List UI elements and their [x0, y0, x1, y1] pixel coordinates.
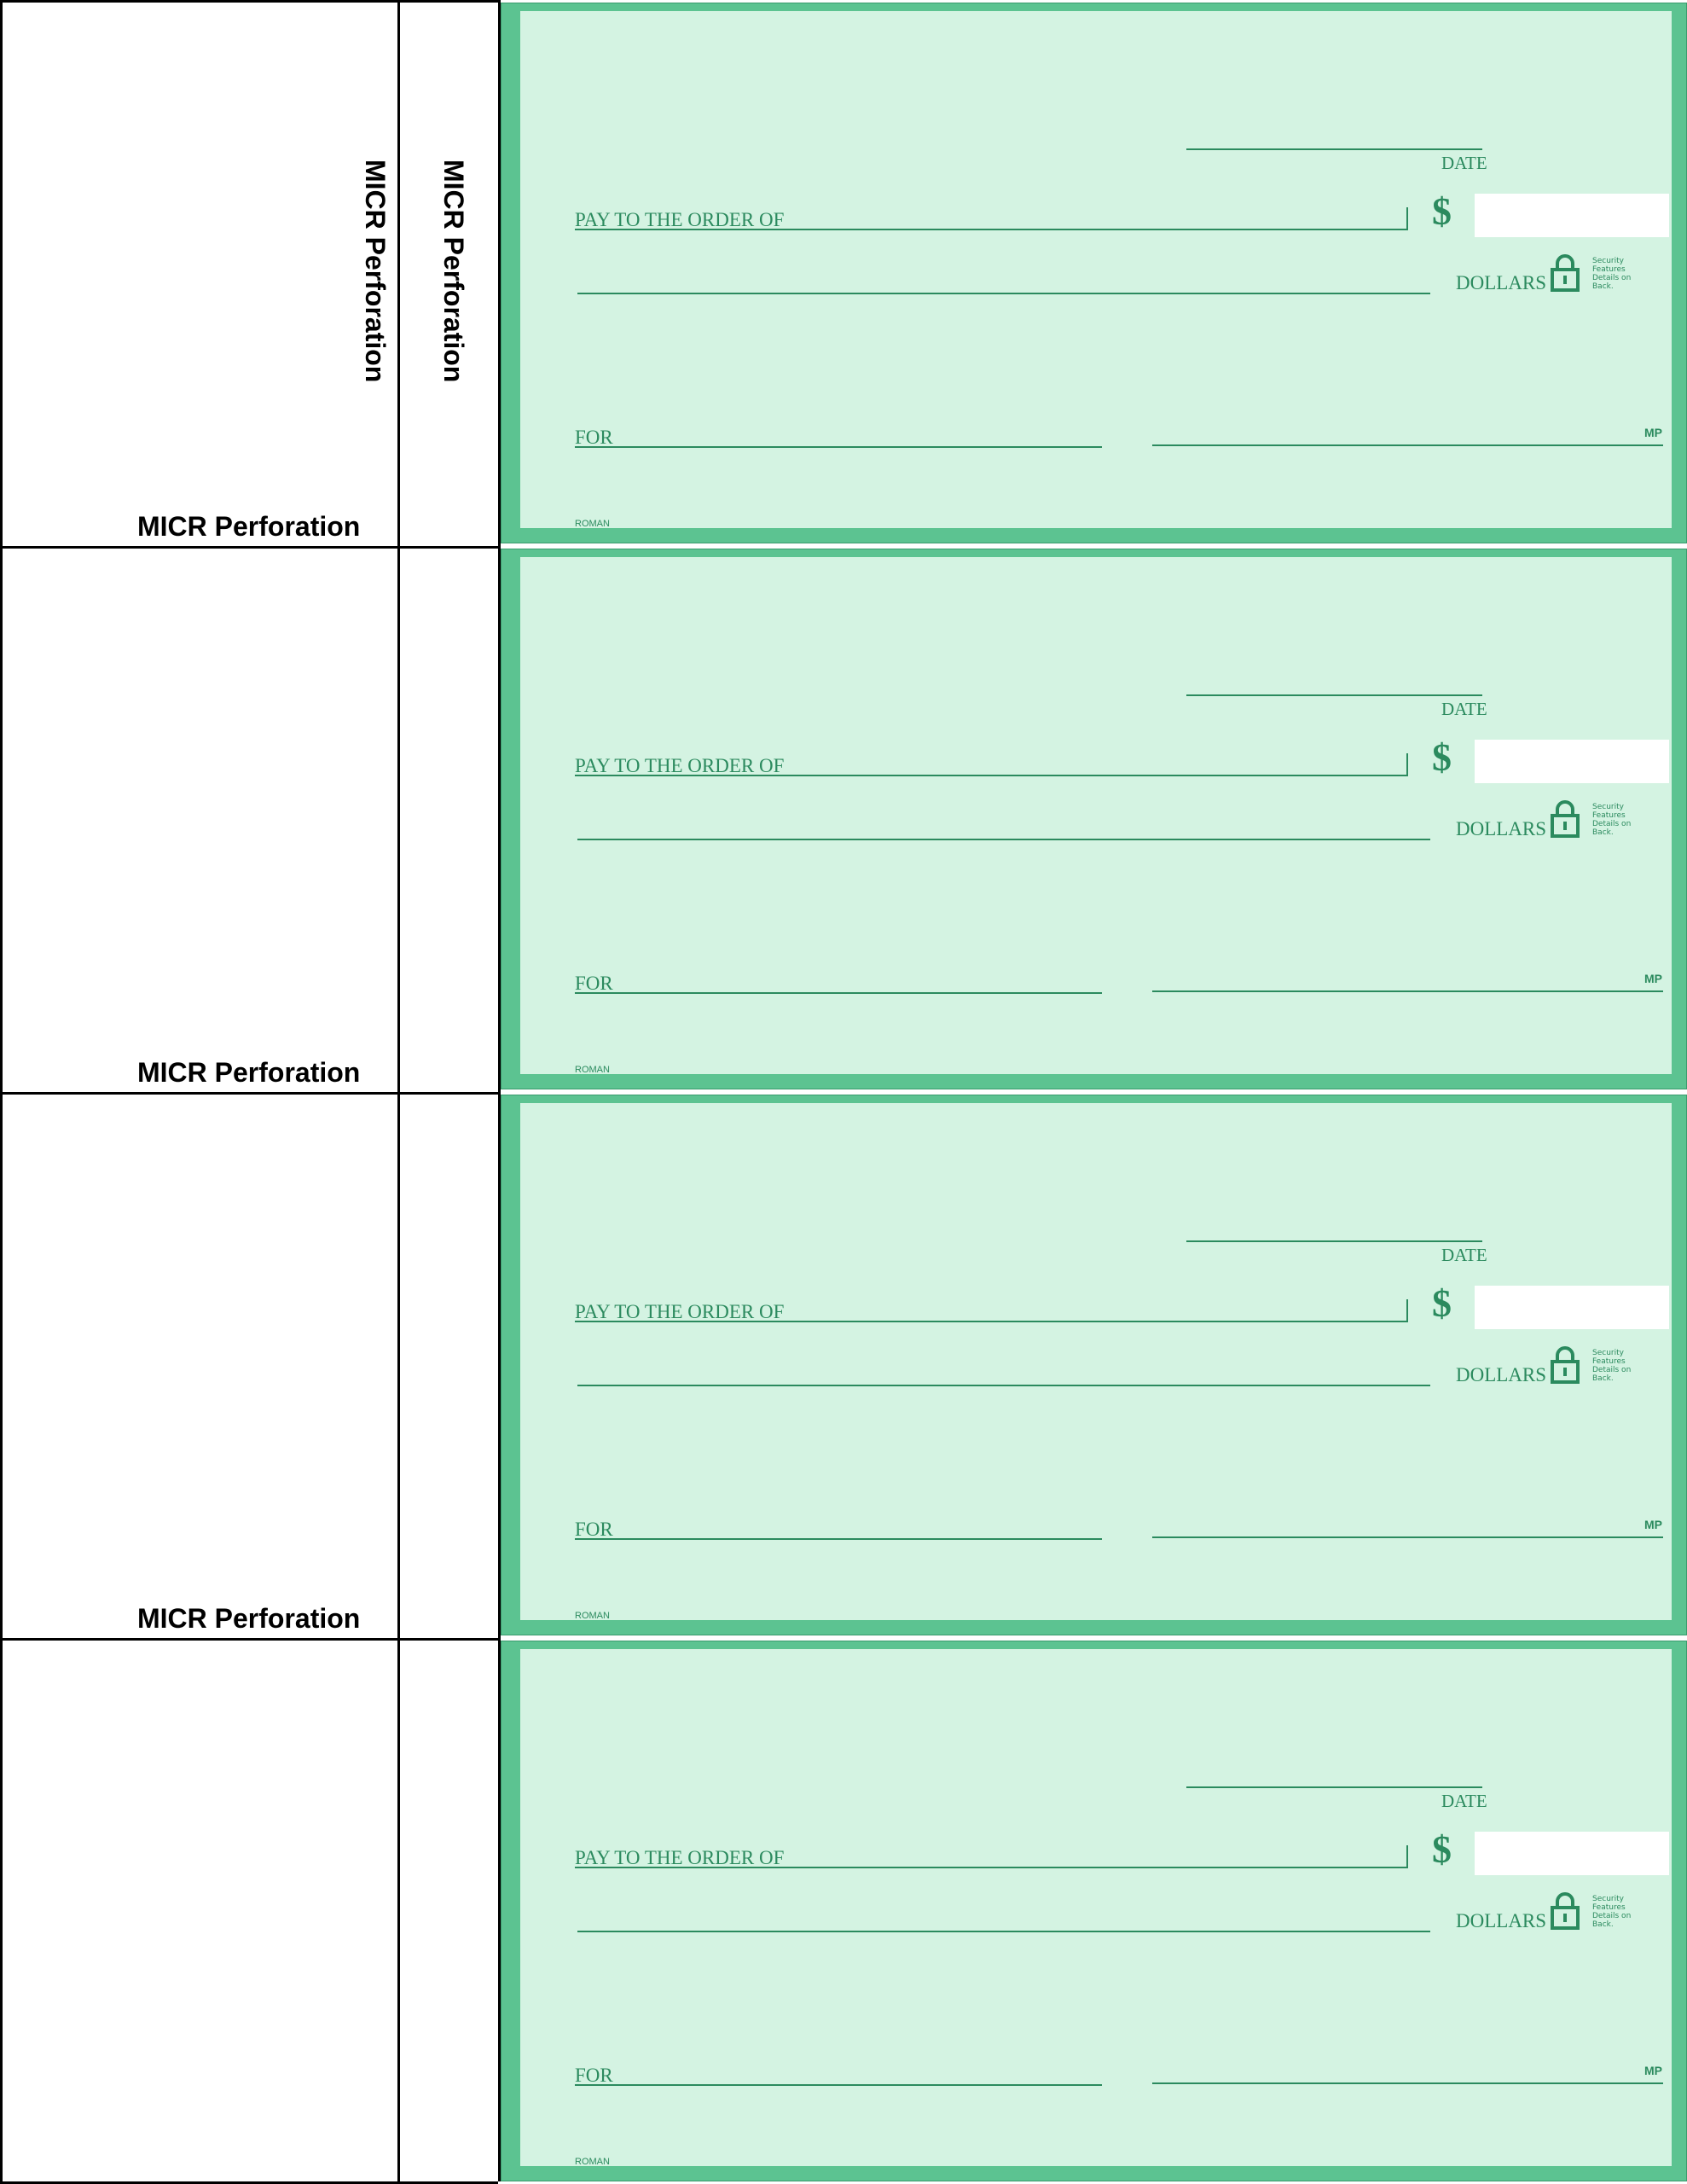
memo-line: [575, 992, 1102, 994]
amount-box: [1475, 1286, 1669, 1329]
memo-line: [575, 446, 1102, 448]
stub-middle: [397, 1092, 501, 1638]
stub-middle: [397, 1638, 501, 2184]
dollar-sign-icon: $: [1432, 1827, 1452, 1871]
dollars-label: DOLLARS: [1456, 1910, 1547, 1931]
dollar-sign-icon: $: [1432, 735, 1452, 779]
memo-line: [575, 1538, 1102, 1540]
lock-icon: [1551, 254, 1580, 292]
amount-box: [1475, 194, 1669, 237]
mp-mark: MP: [1644, 1518, 1662, 1531]
payee-line: [575, 1321, 1408, 1322]
stub-left: MICR Perforation MICR Perforation: [0, 0, 400, 546]
lock-icon: [1551, 800, 1580, 838]
payee-line: [575, 775, 1408, 776]
date-line: [1186, 694, 1482, 696]
perforation-label: MICR Perforation: [137, 511, 361, 542]
style-name: ROMAN: [575, 1611, 610, 1621]
signature-line: [1152, 1536, 1663, 1538]
date-label: DATE: [1441, 153, 1487, 173]
pay-to-label: PAY TO THE ORDER OF: [575, 209, 785, 230]
check-face: DATE PAY TO THE ORDER OF $ DOLLARS Secur…: [520, 11, 1672, 529]
date-label: DATE: [1441, 1791, 1487, 1811]
check: DATE PAY TO THE ORDER OF $ DOLLARS Secur…: [501, 1095, 1687, 1635]
date-line: [1186, 1240, 1482, 1242]
signature-line: [1152, 444, 1663, 446]
pay-to-label: PAY TO THE ORDER OF: [575, 1847, 785, 1868]
payee-line-end: [1406, 1299, 1408, 1322]
signature-line: [1152, 2082, 1663, 2084]
perforation-label-vertical: MICR Perforation: [360, 160, 391, 383]
stub-left: MICR Perforation: [0, 1092, 400, 1638]
style-name: ROMAN: [575, 2157, 610, 2167]
payee-line-end: [1406, 753, 1408, 776]
memo-label: FOR: [575, 973, 613, 994]
dollars-label: DOLLARS: [1456, 818, 1547, 839]
security-features-text: Security Features Details on Back.: [1592, 1349, 1632, 1383]
stub-left: [0, 1638, 400, 2184]
memo-line: [575, 2084, 1102, 2086]
perforation-label: MICR Perforation: [137, 1603, 361, 1634]
stub-middle: [397, 546, 501, 1092]
security-features-text: Security Features Details on Back.: [1592, 803, 1632, 837]
pay-to-label: PAY TO THE ORDER OF: [575, 755, 785, 776]
amount-words-line: [577, 1931, 1430, 1932]
check: DATE PAY TO THE ORDER OF $ DOLLARS Secur…: [501, 1641, 1687, 2181]
date-line: [1186, 148, 1482, 150]
mp-mark: MP: [1644, 2064, 1662, 2077]
check: DATE PAY TO THE ORDER OF $ DOLLARS Secur…: [501, 3, 1687, 543]
perforation-label-vertical: MICR Perforation: [438, 160, 469, 383]
check: DATE PAY TO THE ORDER OF $ DOLLARS Secur…: [501, 549, 1687, 1089]
style-name: ROMAN: [575, 519, 610, 529]
check-face: DATE PAY TO THE ORDER OF $ DOLLARS Secur…: [520, 557, 1672, 1075]
mp-mark: MP: [1644, 972, 1662, 985]
dollars-label: DOLLARS: [1456, 272, 1547, 293]
amount-words-line: [577, 293, 1430, 294]
memo-label: FOR: [575, 427, 613, 448]
dollar-sign-icon: $: [1432, 189, 1452, 233]
perforation-label: MICR Perforation: [137, 1057, 361, 1088]
memo-label: FOR: [575, 1519, 613, 1540]
payee-line-end: [1406, 1845, 1408, 1868]
dollar-sign-icon: $: [1432, 1281, 1452, 1325]
date-label: DATE: [1441, 1245, 1487, 1265]
check-row-2: MICR Perforation DATE PAY TO THE ORDER O…: [0, 546, 1687, 1092]
date-line: [1186, 1786, 1482, 1788]
payee-line-end: [1406, 207, 1408, 230]
security-features-text: Security Features Details on Back.: [1592, 1895, 1632, 1929]
style-name: ROMAN: [575, 1065, 610, 1075]
memo-label: FOR: [575, 2065, 613, 2086]
check-row-4: DATE PAY TO THE ORDER OF $ DOLLARS Secur…: [0, 1638, 1687, 2184]
amount-words-line: [577, 839, 1430, 840]
check-face: DATE PAY TO THE ORDER OF $ DOLLARS Secur…: [520, 1103, 1672, 1621]
security-features-text: Security Features Details on Back.: [1592, 257, 1632, 291]
payee-line: [575, 229, 1408, 230]
amount-box: [1475, 740, 1669, 783]
mp-mark: MP: [1644, 426, 1662, 439]
date-label: DATE: [1441, 699, 1487, 719]
dollars-label: DOLLARS: [1456, 1364, 1547, 1385]
signature-line: [1152, 990, 1663, 992]
lock-icon: [1551, 1346, 1580, 1384]
stub-middle: MICR Perforation: [397, 0, 501, 546]
lock-icon: [1551, 1892, 1580, 1930]
check-row-3: MICR Perforation DATE PAY TO THE ORDER O…: [0, 1092, 1687, 1638]
payee-line: [575, 1867, 1408, 1868]
check-face: DATE PAY TO THE ORDER OF $ DOLLARS Secur…: [520, 1649, 1672, 2167]
pay-to-label: PAY TO THE ORDER OF: [575, 1301, 785, 1322]
amount-box: [1475, 1832, 1669, 1875]
check-row-1: MICR Perforation MICR Perforation MICR P…: [0, 0, 1687, 546]
stub-left: MICR Perforation: [0, 546, 400, 1092]
amount-words-line: [577, 1385, 1430, 1386]
